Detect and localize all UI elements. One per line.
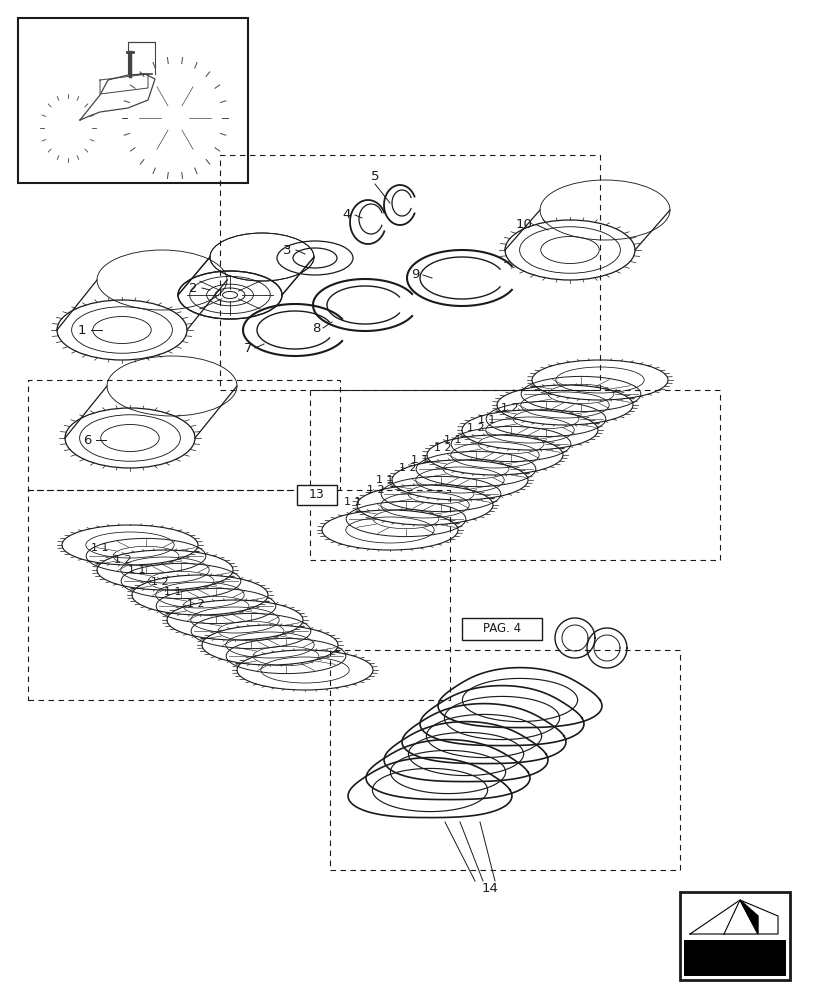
Text: 1 2: 1 2 [399,463,416,473]
Text: 1 1: 1 1 [344,497,361,507]
Text: 1 2: 1 2 [366,485,385,495]
Text: 1 2: 1 2 [114,555,131,565]
Text: 1 2: 1 2 [466,423,485,433]
Text: 6: 6 [83,434,91,446]
Text: 1 1: 1 1 [444,435,461,445]
Text: 4: 4 [342,209,351,222]
Text: 1 1: 1 1 [128,565,146,575]
Bar [461,618,542,640]
Text: 1 2: 1 2 [433,443,452,453]
Bar [679,892,789,980]
Text: 7: 7 [243,342,252,355]
Text: 1 1: 1 1 [411,455,428,465]
Text: 9: 9 [410,268,418,282]
Text: 1 1: 1 1 [91,543,108,553]
Bar [683,940,785,976]
Text: 14: 14 [481,882,498,894]
Text: PAG. 4: PAG. 4 [482,622,520,636]
Text: 1 2: 1 2 [187,599,204,609]
Text: 1 2: 1 2 [151,577,169,587]
Polygon shape [100,74,148,94]
Text: 1: 1 [78,324,86,336]
Text: 1 2: 1 2 [500,403,519,413]
Text: 2: 2 [189,282,197,294]
Text: 10: 10 [515,219,532,232]
Text: 1 1: 1 1 [164,587,182,597]
Text: 13: 13 [308,488,324,502]
Text: 5: 5 [370,170,379,184]
Polygon shape [689,900,777,934]
Polygon shape [739,900,757,934]
Text: 3: 3 [282,243,291,256]
Bar [297,485,337,505]
Bar [18,18,248,183]
Polygon shape [723,900,757,934]
Text: 1 1: 1 1 [375,475,394,485]
Text: 1 1: 1 1 [478,415,495,425]
Text: 8: 8 [312,322,320,334]
